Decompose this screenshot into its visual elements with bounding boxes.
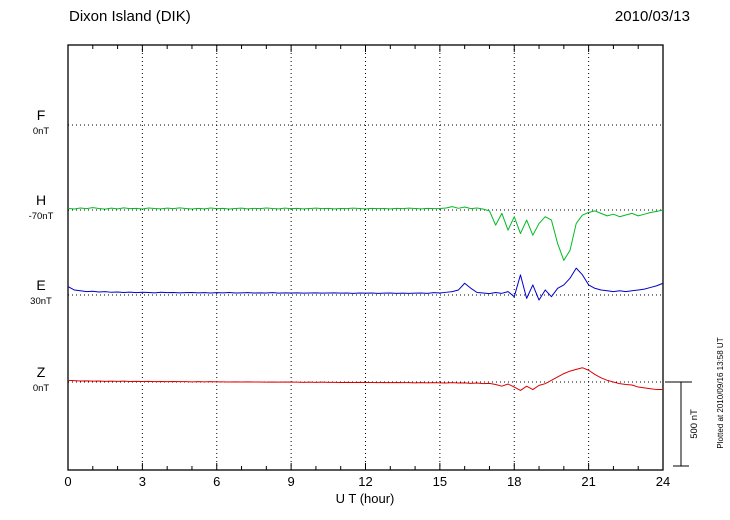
trace-E bbox=[67, 267, 664, 301]
component-letter-H: H bbox=[36, 192, 46, 208]
x-tick-label: 3 bbox=[139, 474, 146, 489]
x-tick-label: 21 bbox=[581, 474, 595, 489]
component-baseline-label-E: 30nT bbox=[30, 296, 52, 307]
trace-Z bbox=[67, 367, 663, 391]
plot-watermark: Plotted at 2010/09/16 13:58 UT bbox=[716, 337, 725, 448]
component-letter-E: E bbox=[36, 277, 45, 293]
component-baseline-label-H: -70nT bbox=[29, 211, 54, 222]
plot-date: 2010/03/13 bbox=[615, 8, 690, 25]
component-baseline-label-F: 0nT bbox=[33, 126, 50, 137]
axes-layer bbox=[67, 44, 692, 471]
x-tick-label: 12 bbox=[358, 474, 372, 489]
xaxis-title: U T (hour) bbox=[336, 491, 395, 506]
x-tick-label: 6 bbox=[213, 474, 220, 489]
component-baseline-label-Z: 0nT bbox=[33, 383, 50, 394]
scalebar-label: 500 nT bbox=[689, 409, 700, 439]
x-tick-label: 9 bbox=[288, 474, 295, 489]
x-tick-label: 24 bbox=[656, 474, 670, 489]
trace-H bbox=[67, 206, 664, 261]
x-tick-label: 15 bbox=[433, 474, 447, 489]
labels-layer: 0 3 6 9 12 15 18 21 24 F 0nT H -70nT E 30nT Z 0nT bbox=[29, 107, 671, 489]
x-tick-label: 0 bbox=[64, 474, 71, 489]
component-letter-Z: Z bbox=[37, 364, 46, 380]
x-tick-label: 18 bbox=[507, 474, 521, 489]
component-letter-F: F bbox=[37, 107, 46, 123]
series-layer bbox=[67, 206, 664, 391]
station-title: Dixon Island (DIK) bbox=[69, 8, 191, 25]
grid-layer bbox=[68, 45, 663, 470]
